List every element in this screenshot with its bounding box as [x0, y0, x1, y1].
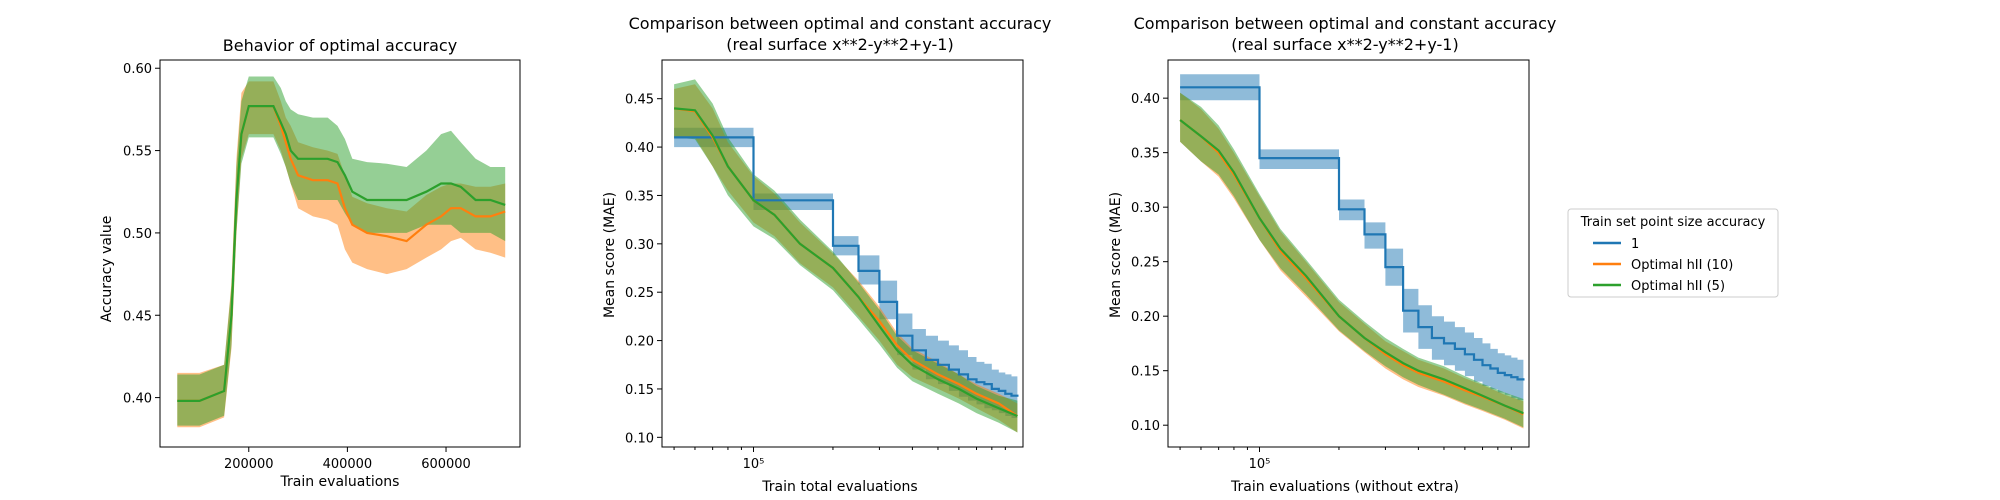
plot-frame	[159, 59, 521, 448]
series-line-0	[674, 136, 1019, 397]
y-tick-label: 0.45	[123, 309, 152, 324]
legend-label-0: 1	[1631, 237, 1639, 252]
chart-panel-accuracy: Behavior of optimal accuracy Train evalu…	[99, 36, 521, 490]
x-tick-label: 10⁵	[743, 457, 765, 472]
y-axis-label: Mean score (MAE)	[1108, 192, 1124, 318]
y-tick-label: 0.25	[1131, 256, 1160, 271]
series-band-2	[674, 79, 1018, 433]
chart-title: Comparison between optimal and constant …	[1134, 14, 1557, 33]
legend-box	[1567, 208, 1779, 298]
legend: Train set point size accuracy 1 Optimal h…	[1567, 208, 1779, 298]
y-tick-label: 0.20	[625, 335, 654, 350]
x-axis-label: Train total evaluations	[761, 479, 917, 495]
y-tick-label: 0.45	[625, 93, 654, 108]
chart-title: Behavior of optimal accuracy	[223, 36, 457, 55]
series-band-2	[1180, 92, 1524, 428]
series-line-2	[674, 107, 1018, 418]
x-tick-label: 200000	[224, 457, 274, 472]
y-tick-label: 0.30	[1131, 201, 1160, 216]
y-tick-label: 0.35	[625, 189, 654, 204]
series-line-1	[177, 105, 506, 402]
series-band-1	[1180, 92, 1524, 429]
x-tick-label: 400000	[323, 457, 373, 472]
y-tick-label: 0.40	[1131, 92, 1160, 107]
legend-label-1: Optimal hII (10)	[1631, 258, 1733, 273]
y-tick-label: 0.60	[123, 62, 152, 77]
y-tick-label: 0.35	[1131, 147, 1160, 162]
y-axis-label: Mean score (MAE)	[602, 192, 618, 318]
y-tick-label: 0.10	[625, 431, 654, 446]
chart-title: Comparison between optimal and constant …	[629, 14, 1052, 33]
plot-frame	[1167, 59, 1530, 448]
chart-panel-total-evaluations: Comparison between optimal and constant …	[602, 14, 1051, 495]
y-tick-label: 0.40	[625, 141, 654, 156]
plot-area	[177, 76, 506, 428]
plot-area	[673, 79, 1019, 433]
plot-frame	[661, 59, 1024, 448]
series-band-0	[1180, 74, 1524, 402]
plot-area	[1179, 74, 1525, 429]
y-tick-label: 0.40	[123, 392, 152, 407]
x-axis-label: Train evaluations (without extra)	[1230, 479, 1459, 495]
series-line-0	[1180, 86, 1525, 381]
y-tick-label: 0.25	[625, 286, 654, 301]
x-tick-label: 10⁵	[1249, 457, 1271, 472]
y-axis-label: Accuracy value	[99, 216, 115, 323]
chart-subtitle: (real surface x**2-y**2+y-1)	[726, 35, 953, 54]
legend-label-2: Optimal hII (5)	[1631, 279, 1725, 294]
y-tick-label: 0.30	[625, 238, 654, 253]
series-band-1	[177, 76, 506, 426]
chart-panel-evaluations-without-extra: Comparison between optimal and constant …	[1108, 14, 1556, 495]
series-line-2	[1179, 119, 1524, 415]
legend-title: Train set point size accuracy	[1580, 215, 1766, 230]
y-tick-label: 0.10	[1131, 419, 1160, 434]
y-tick-label: 0.50	[123, 227, 152, 242]
y-tick-label: 0.20	[1131, 310, 1160, 325]
chart-subtitle: (real surface x**2-y**2+y-1)	[1231, 35, 1458, 54]
y-tick-label: 0.15	[1131, 365, 1160, 380]
x-tick-label: 600000	[421, 457, 471, 472]
x-axis-label: Train evaluations	[280, 474, 400, 490]
y-tick-label: 0.55	[123, 145, 152, 160]
y-tick-label: 0.15	[625, 383, 654, 398]
